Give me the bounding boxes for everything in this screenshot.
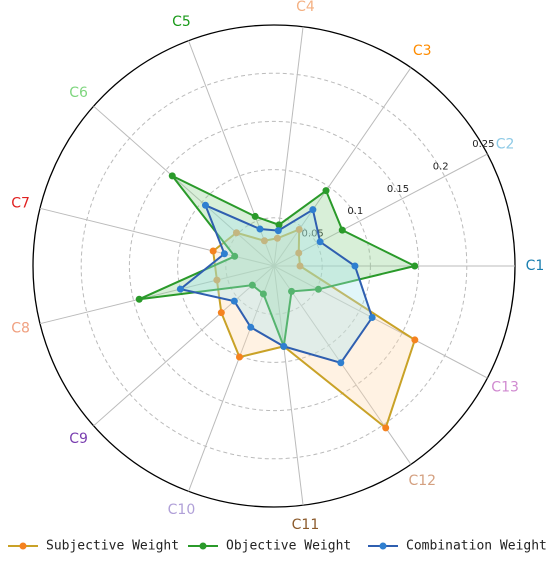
category-label: C10 [168, 502, 196, 518]
spoke [39, 265, 275, 325]
data-point [316, 238, 324, 246]
category-label: C1 [526, 258, 545, 274]
data-point [220, 250, 228, 258]
legend-label: Combination Weight [406, 539, 547, 554]
legend-marker [19, 542, 27, 550]
category-label: C13 [491, 379, 519, 395]
data-point [337, 359, 345, 367]
data-point [213, 276, 221, 284]
legend-marker [379, 542, 387, 550]
category-label: C9 [69, 431, 88, 447]
category-label: C11 [292, 517, 320, 533]
data-point [168, 172, 176, 180]
category-label: C5 [172, 14, 191, 30]
spoke [273, 67, 412, 267]
data-point [231, 252, 239, 260]
r-tick-label: 0.05 [302, 229, 324, 240]
data-point [247, 323, 255, 331]
category-label: C8 [11, 320, 30, 336]
data-point [259, 290, 267, 298]
data-point [274, 227, 282, 235]
data-point [322, 187, 330, 195]
data-point [368, 314, 376, 322]
series-area [138, 174, 418, 351]
data-point [382, 424, 390, 432]
r-tick-label: 0.1 [347, 206, 363, 217]
spoke [93, 105, 275, 267]
data-point [295, 226, 303, 234]
r-tick-label: 0.25 [472, 139, 494, 150]
spoke [273, 265, 488, 379]
category-label: C3 [413, 43, 432, 59]
data-point [338, 226, 346, 234]
data-point [232, 229, 240, 237]
data-point [288, 287, 296, 295]
data-point [411, 262, 419, 270]
legend-marker [199, 542, 207, 550]
r-tick-label: 0.2 [433, 161, 449, 172]
data-point [256, 225, 264, 233]
category-label: C6 [69, 85, 88, 101]
spoke [93, 265, 275, 427]
data-point [273, 234, 281, 242]
series-area [178, 203, 374, 364]
data-point [209, 247, 217, 255]
data-point [230, 297, 238, 305]
data-point [176, 285, 184, 293]
legend-label: Subjective Weight [46, 539, 179, 554]
category-label: C7 [11, 196, 30, 212]
data-point [309, 206, 317, 214]
data-point [135, 295, 143, 303]
data-point [251, 212, 259, 220]
data-point [275, 221, 283, 229]
data-point [351, 262, 359, 270]
data-point [201, 201, 209, 209]
r-tick-label: 0.15 [387, 184, 409, 195]
legend-label: Objective Weight [226, 539, 351, 554]
data-point [296, 262, 304, 270]
category-label: C12 [408, 473, 436, 489]
data-point [248, 281, 256, 289]
spoke [273, 153, 488, 267]
data-point [314, 285, 322, 293]
data-point [295, 249, 303, 257]
category-label: C2 [496, 137, 515, 153]
spoke [273, 265, 304, 506]
data-point [411, 336, 419, 344]
data-point [235, 353, 243, 361]
spoke [188, 265, 275, 492]
data-point [260, 237, 268, 245]
data-point [217, 309, 225, 317]
data-point [280, 342, 288, 350]
category-label: C4 [296, 0, 315, 15]
